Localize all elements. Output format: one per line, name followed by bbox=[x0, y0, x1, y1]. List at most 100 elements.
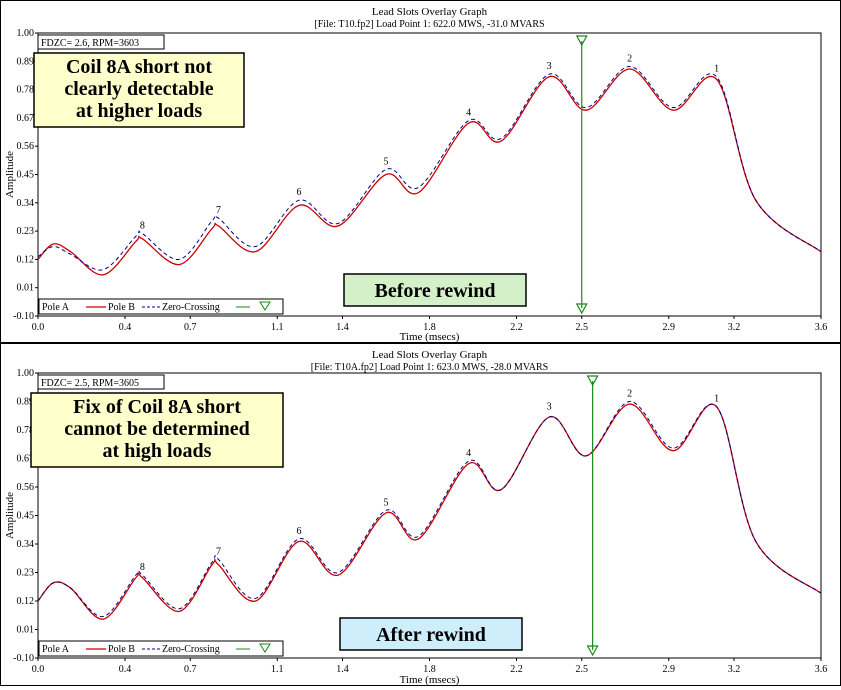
chart-subtitle: [File: T10.fp2] Load Point 1: 622.0 MWS,… bbox=[314, 19, 544, 30]
legend-label: Pole B bbox=[108, 302, 135, 313]
y-tick-label: 0.56 bbox=[17, 141, 35, 152]
zero-crossing-marker-bottom bbox=[575, 303, 588, 315]
slot-label: 1 bbox=[714, 394, 719, 405]
slot-label: 5 bbox=[384, 156, 389, 167]
zero-crossing-marker-top bbox=[586, 375, 599, 387]
legend-marker-icon bbox=[259, 643, 271, 653]
y-tick-label: 0.34 bbox=[17, 198, 35, 209]
legend-box bbox=[38, 640, 284, 657]
y-tick-label: 0.12 bbox=[17, 596, 35, 607]
y-tick-label: 0.12 bbox=[17, 254, 35, 265]
chart-title: Lead Slots Overlay Graph bbox=[372, 349, 488, 361]
status-label: After rewind bbox=[376, 624, 486, 646]
y-tick-label: 1.00 bbox=[17, 368, 35, 379]
slot-label: 2 bbox=[627, 389, 632, 400]
x-tick-label: 1.1 bbox=[271, 664, 284, 675]
legend-label: Pole A bbox=[42, 302, 70, 313]
slot-label: 7 bbox=[216, 205, 221, 216]
slot-label: 2 bbox=[627, 53, 632, 64]
info-box-text: FDZC= 2.5, RPM=3605 bbox=[41, 378, 139, 389]
y-tick-label: 0.67 bbox=[17, 113, 35, 124]
y-axis-label: Amplitude bbox=[4, 151, 16, 198]
x-tick-label: 1.4 bbox=[336, 664, 349, 675]
series-line-zero-crossing bbox=[37, 400, 822, 618]
x-tick-label: 0.4 bbox=[119, 322, 132, 333]
x-tick-label: 0.7 bbox=[184, 322, 197, 333]
legend-label: Zero-Crossing bbox=[162, 644, 220, 655]
legend-label: Zero-Crossing bbox=[162, 302, 220, 313]
x-tick-label: 0.0 bbox=[32, 664, 45, 675]
series-line-pole-b bbox=[37, 68, 822, 276]
slot-label: 8 bbox=[140, 221, 145, 232]
x-tick-label: 1.1 bbox=[271, 322, 284, 333]
x-tick-label: 2.2 bbox=[510, 664, 523, 675]
annotation-note-line: at high loads bbox=[103, 440, 212, 462]
annotation-note-line: Coil 8A short not bbox=[66, 56, 212, 78]
y-tick-label: -0.10 bbox=[13, 653, 34, 664]
slot-label: 5 bbox=[384, 497, 389, 508]
x-tick-label: 3.2 bbox=[728, 322, 741, 333]
x-tick-label: 3.2 bbox=[728, 664, 741, 675]
legend-box bbox=[38, 298, 284, 315]
slot-label: 3 bbox=[547, 61, 552, 72]
x-tick-label: 3.6 bbox=[815, 664, 828, 675]
legend: Pole A Pole B Zero-Crossing bbox=[38, 640, 284, 657]
x-tick-label: 1.8 bbox=[423, 322, 436, 333]
x-tick-label: 0.4 bbox=[119, 664, 132, 675]
y-tick-label: 0.89 bbox=[17, 397, 35, 408]
y-tick-label: 1.00 bbox=[17, 28, 35, 39]
x-tick-label: 0.0 bbox=[32, 322, 45, 333]
series-line-zero-crossing bbox=[37, 65, 822, 271]
y-tick-label: 0.45 bbox=[17, 170, 35, 181]
x-tick-label: 2.9 bbox=[663, 322, 676, 333]
chart-panel-2: Lead Slots Overlay Graph[File: T10A.fp2]… bbox=[4, 349, 828, 686]
status-label-box bbox=[343, 273, 527, 307]
slot-label: 4 bbox=[466, 448, 471, 459]
x-tick-label: 2.2 bbox=[510, 322, 523, 333]
x-tick-label: 0.7 bbox=[184, 664, 197, 675]
annotation-note-line: Fix of Coil 8A short bbox=[73, 396, 241, 418]
y-tick-label: 0.45 bbox=[17, 511, 35, 522]
y-axis-label: Amplitude bbox=[4, 492, 16, 539]
series-line-pole-b bbox=[37, 403, 822, 620]
chart-subtitle: [File: T10A.fp2] Load Point 1: 623.0 MWS… bbox=[311, 362, 548, 373]
x-tick-label: 3.6 bbox=[815, 322, 828, 333]
y-tick-label: 0.56 bbox=[17, 482, 35, 493]
x-tick-label: 1.8 bbox=[423, 664, 436, 675]
x-tick-label: 1.4 bbox=[336, 322, 349, 333]
info-box bbox=[37, 34, 165, 50]
y-tick-label: 0.01 bbox=[17, 625, 35, 636]
zero-crossing-marker-bottom bbox=[586, 645, 599, 657]
annotation-note bbox=[30, 392, 284, 468]
slot-label: 6 bbox=[297, 187, 302, 198]
slot-label: 3 bbox=[547, 401, 552, 412]
y-tick-label: 0.23 bbox=[17, 568, 35, 579]
y-tick-label: 0.34 bbox=[17, 539, 35, 550]
legend-label: Pole A bbox=[42, 644, 70, 655]
y-tick-label: 0.78 bbox=[17, 425, 35, 436]
legend-marker-icon bbox=[259, 301, 271, 311]
slot-label: 7 bbox=[216, 547, 221, 558]
y-tick-label: -0.10 bbox=[13, 311, 34, 322]
x-axis-label: Time (msecs) bbox=[400, 331, 460, 343]
legend: Pole A Pole B Zero-Crossing bbox=[38, 298, 284, 315]
slot-label: 6 bbox=[297, 526, 302, 537]
info-box bbox=[37, 374, 165, 390]
x-tick-label: 2.5 bbox=[576, 664, 589, 675]
info-box-text: FDZC= 2.6, RPM=3603 bbox=[41, 38, 139, 49]
legend-label: Pole B bbox=[108, 644, 135, 655]
annotation-note-line: clearly detectable bbox=[64, 78, 213, 100]
annotation-note bbox=[33, 52, 245, 128]
chart-title: Lead Slots Overlay Graph bbox=[372, 6, 488, 18]
chart-panel-1: Lead Slots Overlay Graph[File: T10.fp2] … bbox=[4, 6, 827, 343]
y-tick-label: 0.01 bbox=[17, 283, 35, 294]
status-label-box bbox=[339, 617, 523, 651]
annotation-note-line: at higher loads bbox=[76, 100, 203, 122]
slot-label: 1 bbox=[714, 64, 719, 75]
y-tick-label: 0.78 bbox=[17, 85, 35, 96]
y-tick-label: 0.89 bbox=[17, 56, 35, 67]
status-label: Before rewind bbox=[375, 280, 496, 302]
annotation-note-line: cannot be determined bbox=[64, 418, 250, 440]
